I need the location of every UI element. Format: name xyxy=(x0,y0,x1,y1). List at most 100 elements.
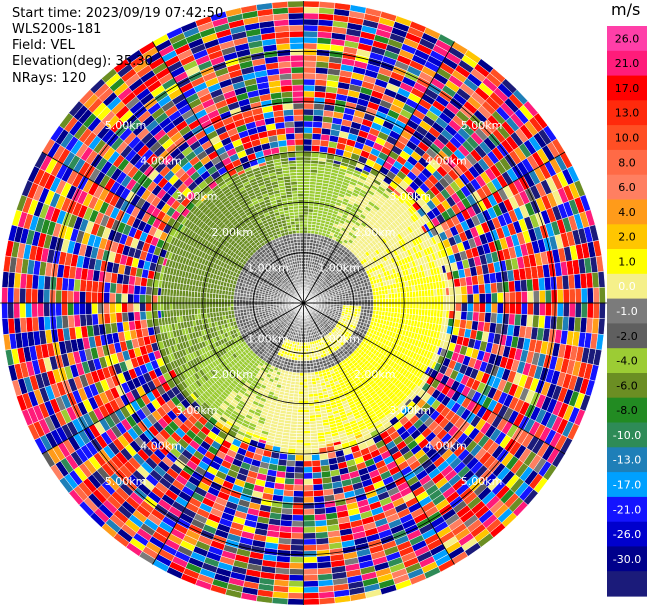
range-ring-label: 1.00km xyxy=(318,261,360,274)
colorbar-tick-label: 17.0 xyxy=(615,82,640,95)
velocity-gate-group xyxy=(303,496,315,504)
velocity-gate-group xyxy=(19,317,28,333)
velocity-gate-group xyxy=(591,271,600,289)
colorbar-tick-label: -13.0 xyxy=(613,454,641,467)
velocity-gate-group xyxy=(303,592,320,606)
colorbar-segment xyxy=(607,149,647,176)
site-label: WLS200s-181 xyxy=(12,22,102,37)
elevation-label: Elevation(deg): 35.30 xyxy=(12,54,153,69)
colorbar-segment xyxy=(607,224,647,250)
velocity-gate-group xyxy=(288,24,304,32)
range-ring-label: 5.00km xyxy=(461,119,503,132)
colorbar-segment xyxy=(607,75,647,101)
colorbar-tick-label: 8.0 xyxy=(618,156,636,169)
range-ring-label: 2.00km xyxy=(354,368,396,381)
colorbar-tick-label: 10.0 xyxy=(615,132,640,145)
velocity-gate-group xyxy=(43,289,51,304)
velocity-gate-group xyxy=(282,103,294,111)
velocity-gate-group xyxy=(303,514,316,522)
velocity-gate-group xyxy=(460,285,468,295)
azimuth-spoke xyxy=(152,41,304,304)
velocity-gate-group xyxy=(282,489,294,497)
range-ring-label: 1.00km xyxy=(247,333,289,346)
colorbar-tick-label: -10.0 xyxy=(613,429,641,442)
velocity-gate-group xyxy=(67,314,76,328)
colorbar-segment xyxy=(607,273,647,300)
velocity-gate-group xyxy=(506,269,515,282)
velocity-gate-group xyxy=(312,121,323,129)
velocity-gate-group xyxy=(333,99,347,114)
velocity-gate-group xyxy=(282,109,294,117)
velocity-gate-group xyxy=(292,502,304,510)
velocity-gate-group xyxy=(293,484,304,492)
velocity-gate-group xyxy=(121,302,129,313)
velocity-gate-group xyxy=(115,283,123,294)
velocity-gate-group xyxy=(85,302,93,315)
velocity-gate-group xyxy=(282,495,294,503)
range-ring-label: 5.00km xyxy=(461,475,503,488)
velocity-gate-group xyxy=(97,291,105,304)
velocity-gate-group xyxy=(303,108,314,116)
velocity-gate-group xyxy=(285,133,296,141)
velocity-gate-group xyxy=(496,211,513,228)
range-ring-label: 2.00km xyxy=(354,226,396,239)
velocity-gate-group xyxy=(103,292,111,304)
colorbar-segment xyxy=(607,174,647,201)
colorbar-segment xyxy=(607,298,647,324)
velocity-gate-group xyxy=(466,293,474,304)
velocity-gate-group xyxy=(550,289,558,304)
colorbar-tick-label: -4.0 xyxy=(616,355,637,368)
colorbar-segment xyxy=(607,323,647,349)
azimuth-spoke xyxy=(303,302,566,455)
velocity-gate-group xyxy=(289,30,304,38)
colorbar-segment xyxy=(607,422,647,448)
velocity-gate-group xyxy=(288,18,304,26)
velocity-gate-group xyxy=(68,265,77,280)
velocity-gate-group xyxy=(303,12,319,20)
velocity-gate-group xyxy=(466,284,474,295)
velocity-gate-group xyxy=(314,85,327,93)
colorbar-tick-label: -6.0 xyxy=(616,379,637,392)
colorbar-tick-label: 0.0 xyxy=(618,280,636,293)
velocity-gate-group xyxy=(133,302,141,313)
colorbar-tick-label: -8.0 xyxy=(616,404,637,417)
colorbar-tick-label: 6.0 xyxy=(618,181,636,194)
velocity-gate-group xyxy=(37,274,46,290)
range-ring-label: 4.00km xyxy=(425,155,467,168)
range-ring-label: 1.00km xyxy=(247,261,289,274)
colorbar-segment xyxy=(607,125,647,151)
range-ring-label: 5.00km xyxy=(105,119,147,132)
velocity-gate-group xyxy=(272,591,289,599)
colorbar-segment xyxy=(607,447,647,473)
velocity-gate-group xyxy=(293,108,304,116)
velocity-gate-group xyxy=(520,291,528,304)
range-ring-label: 5.00km xyxy=(105,475,147,488)
velocity-gate-group xyxy=(478,311,486,323)
colorbar-tick-label: 4.0 xyxy=(618,206,636,219)
range-ring-label: 2.00km xyxy=(212,226,254,239)
range-ring-label: 4.00km xyxy=(140,439,182,452)
velocity-gate-group xyxy=(303,526,316,534)
velocity-gate-group xyxy=(490,302,498,314)
field-label: Field: VEL xyxy=(12,38,75,53)
colorbar-segment xyxy=(607,199,647,225)
colorbar-tick-label: -30.0 xyxy=(613,553,641,566)
velocity-gate-group xyxy=(19,287,27,304)
colorbar-tick-label: 21.0 xyxy=(615,57,640,70)
colorbar-tick-label: 26.0 xyxy=(615,32,640,45)
velocity-gate-group xyxy=(303,574,319,582)
velocity-gate-group xyxy=(121,283,129,295)
velocity-gate-group xyxy=(316,561,332,569)
velocity-gate-group xyxy=(109,302,117,314)
velocity-gate-group xyxy=(286,144,296,153)
azimuth-spoke xyxy=(303,302,455,565)
colorbar-segment xyxy=(607,373,647,399)
velocity-gate-group xyxy=(314,73,328,81)
velocity-gate-group xyxy=(284,471,295,479)
velocity-gate-group xyxy=(303,30,318,38)
range-ring-label: 3.00km xyxy=(390,190,432,203)
velocity-gate-group xyxy=(312,471,323,479)
velocity-gate-group xyxy=(286,453,296,462)
colorbar-tick-label: 1.0 xyxy=(618,255,636,268)
velocity-gate-group xyxy=(496,302,504,314)
